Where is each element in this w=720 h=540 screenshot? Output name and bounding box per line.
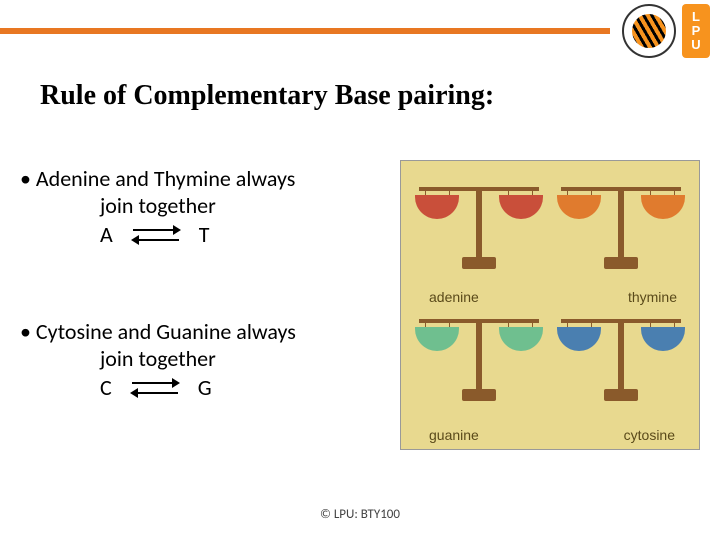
pair-equation: A T xyxy=(20,221,390,248)
figure-label-cytosine: cytosine xyxy=(624,427,675,443)
pan-icon xyxy=(499,327,543,351)
pair-left: A xyxy=(100,221,113,248)
pan-icon xyxy=(641,195,685,219)
pan-icon xyxy=(557,327,601,351)
scale-guanine xyxy=(409,301,549,421)
badge-letter: U xyxy=(691,38,700,52)
figure-label-thymine: thymine xyxy=(628,289,677,305)
university-seal-icon xyxy=(622,4,676,58)
content-area: • Adenine and Thymine always join togeth… xyxy=(20,165,390,471)
pair-right: T xyxy=(199,221,210,248)
pan-icon xyxy=(415,327,459,351)
bullet-text: join together xyxy=(20,192,390,219)
pan-icon xyxy=(557,195,601,219)
pan-icon xyxy=(641,327,685,351)
double-arrow-icon xyxy=(132,379,178,397)
badge-letter: P xyxy=(692,24,701,38)
pair-equation: C G xyxy=(20,374,390,401)
logo-group: L P U xyxy=(622,4,710,58)
lpu-badge-icon: L P U xyxy=(682,4,710,58)
bullet-cytosine-guanine: • Cytosine and Guanine always join toget… xyxy=(20,318,390,401)
slide-title: Rule of Complementary Base pairing: xyxy=(40,80,494,112)
figure-label-guanine: guanine xyxy=(429,427,479,443)
scale-adenine xyxy=(409,169,549,289)
figure-label-adenine: adenine xyxy=(429,289,479,305)
bullet-text: join together xyxy=(20,345,390,372)
pan-icon xyxy=(415,195,459,219)
header-divider xyxy=(0,28,610,34)
bullet-adenine-thymine: • Adenine and Thymine always join togeth… xyxy=(20,165,390,248)
bullet-text: • Adenine and Thymine always xyxy=(20,165,390,192)
scale-cytosine xyxy=(551,301,691,421)
balance-scale-figure: adenine thymine guanine cytosine xyxy=(400,160,700,450)
scale-thymine xyxy=(551,169,691,289)
footer-copyright: © LPU: BTY100 xyxy=(0,507,720,522)
pair-left: C xyxy=(100,374,112,401)
badge-letter: L xyxy=(692,10,700,24)
pan-icon xyxy=(499,195,543,219)
bullet-text: • Cytosine and Guanine always xyxy=(20,318,390,345)
pair-right: G xyxy=(198,374,212,401)
double-arrow-icon xyxy=(133,226,179,244)
